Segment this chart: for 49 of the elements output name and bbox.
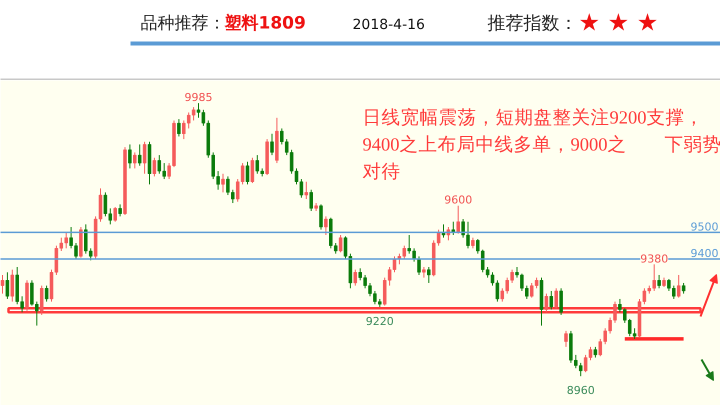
candlestick (152, 157, 156, 177)
candlestick (657, 274, 661, 289)
candlestick (338, 234, 342, 253)
candlestick (133, 152, 137, 169)
candlestick (594, 346, 598, 358)
candlestick (676, 274, 680, 298)
annotation: 9600 (444, 194, 472, 207)
candlestick (246, 161, 250, 185)
candlestick (662, 277, 666, 288)
candlestick (142, 141, 146, 174)
candlestick (427, 266, 431, 284)
candlestick (309, 189, 313, 212)
ref-line-label: 9400 (690, 246, 719, 260)
candlestick (319, 204, 323, 230)
text: 推荐指数： (488, 13, 578, 34)
candlestick (113, 206, 117, 222)
candlestick (417, 256, 421, 276)
annotation: 8960 (566, 384, 595, 398)
text: ★ ★ ★ (578, 8, 658, 36)
candlestick (324, 216, 328, 236)
candlestick (270, 133, 274, 156)
candlestick (559, 288, 563, 316)
candlestick (422, 266, 426, 278)
annotation: 9380 (640, 252, 668, 266)
annotation: 9220 (366, 314, 394, 328)
candlestick (40, 285, 44, 316)
text: 品种推荐： (140, 14, 226, 34)
text: 塑料1809 (224, 12, 306, 34)
candlestick (6, 272, 10, 300)
candlestick (10, 269, 14, 302)
candlestick (304, 181, 308, 200)
candlestick (118, 204, 122, 217)
candlestick (128, 144, 132, 169)
annotation: 9985 (184, 91, 213, 104)
ref-line-label: 9500 (690, 220, 719, 234)
candlestick (44, 285, 48, 302)
candlestick (221, 173, 225, 193)
candlestick (354, 269, 358, 286)
candlestick (138, 144, 142, 166)
candlestick (564, 330, 568, 348)
candlestick (544, 293, 548, 313)
candlestick (250, 157, 254, 184)
candlestick (554, 288, 558, 309)
candlestick (471, 237, 475, 249)
candlestick (0, 274, 4, 294)
candlestick (682, 282, 686, 294)
candlestick (177, 118, 181, 137)
text: 2018-4-16 (352, 17, 426, 33)
candlestick (550, 290, 554, 310)
